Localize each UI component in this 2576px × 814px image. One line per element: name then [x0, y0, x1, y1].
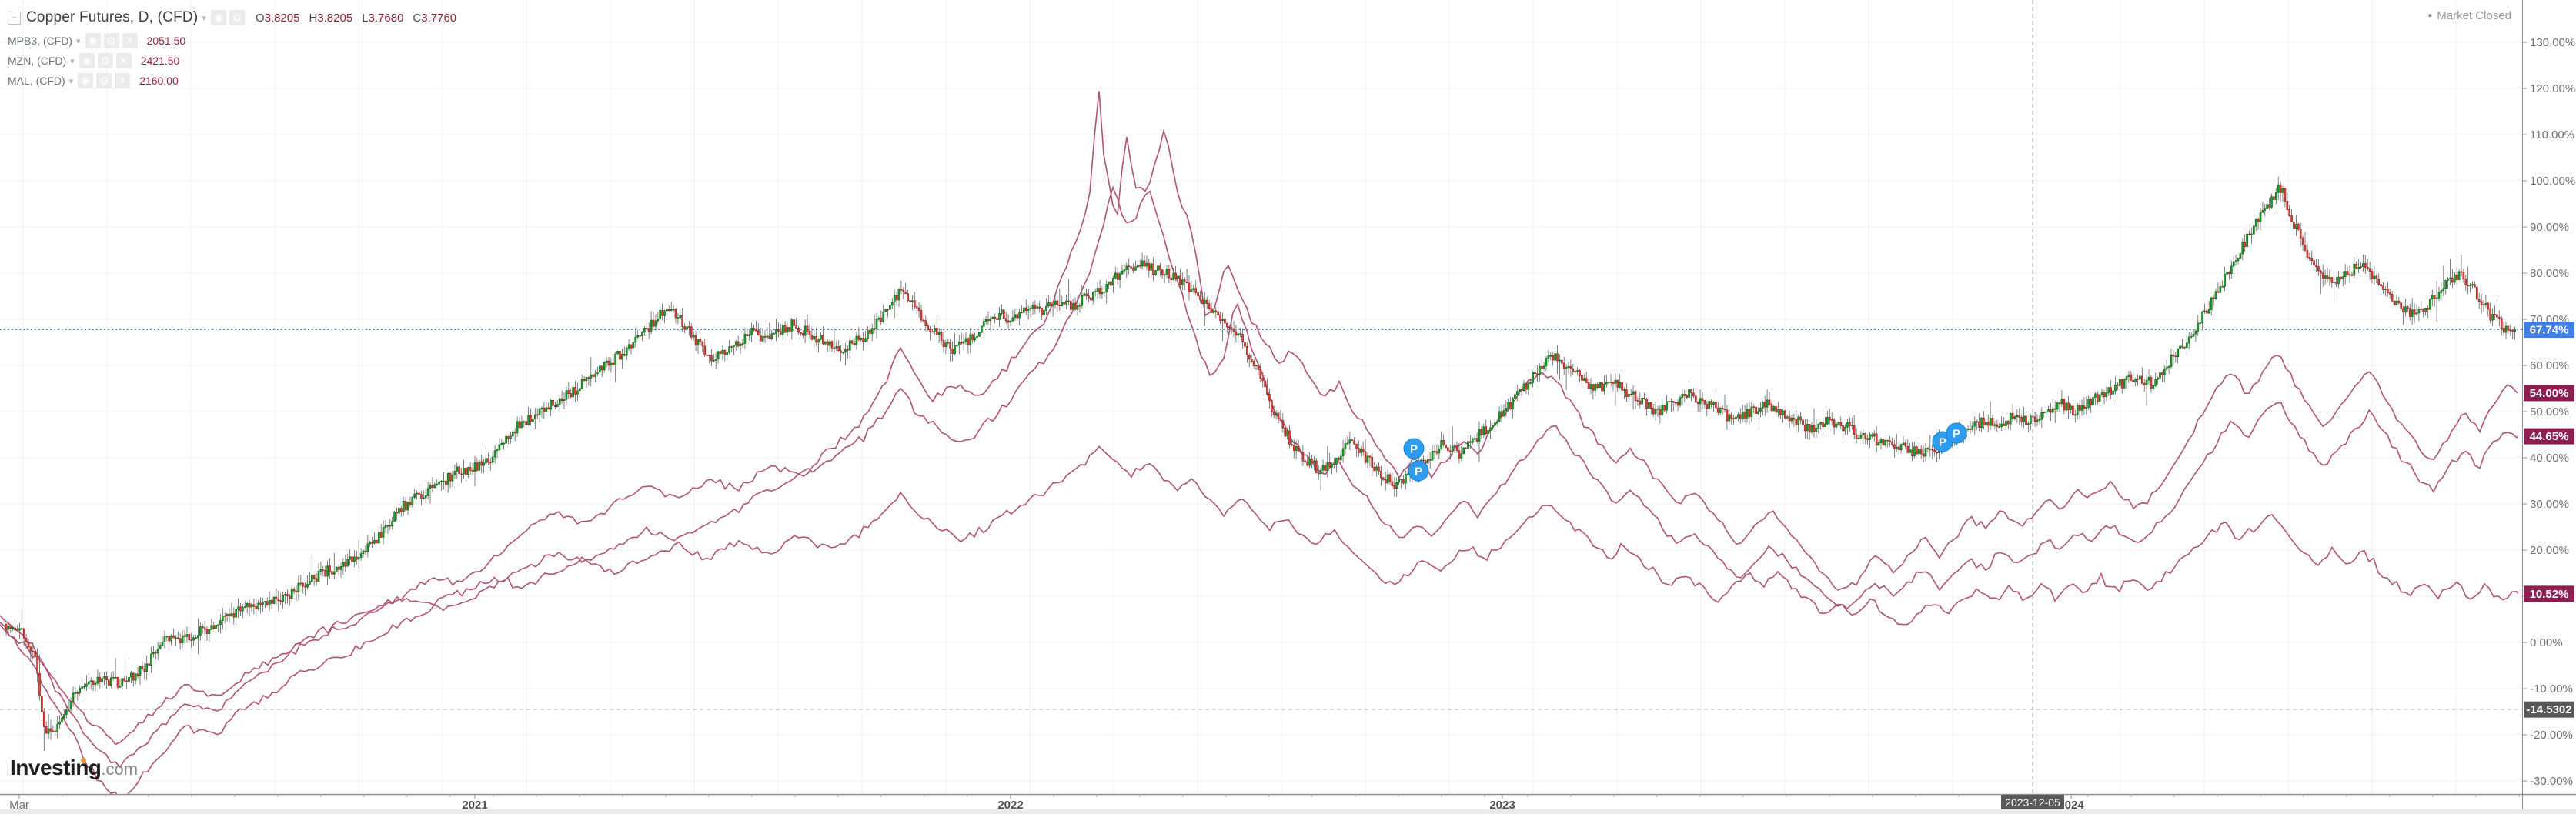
close-label: C	[413, 11, 422, 25]
compare-series-lines[interactable]	[0, 91, 2519, 801]
price-badge-54.00%: 54.00%	[2524, 385, 2574, 402]
svg-text:2021: 2021	[462, 799, 487, 812]
svg-text:90.00%: 90.00%	[2530, 221, 2569, 234]
symbol-title[interactable]: Copper Futures, D, (CFD)	[26, 9, 199, 25]
gear-icon[interactable]: ⚙	[103, 33, 119, 48]
svg-text:44.65%: 44.65%	[2530, 430, 2569, 443]
main-symbol-row: − Copper Futures, D, (CFD) ▾ ◉ ⚙ O3.8205…	[8, 5, 466, 31]
svg-text:80.00%: 80.00%	[2530, 267, 2569, 280]
gear-icon[interactable]: ⚙	[229, 10, 245, 25]
svg-text:50.00%: 50.00%	[2530, 405, 2569, 419]
logo-orange-dot	[81, 758, 86, 763]
idea-marker[interactable]: P	[1408, 460, 1429, 483]
svg-text:120.00%: 120.00%	[2530, 82, 2575, 95]
close-value: 3.7760	[421, 11, 457, 25]
svg-text:-14.5302: -14.5302	[2526, 703, 2571, 716]
svg-text:P: P	[1939, 436, 1946, 449]
svg-text:20.00%: 20.00%	[2530, 544, 2569, 557]
svg-text:-30.00%: -30.00%	[2530, 775, 2573, 788]
svg-text:P: P	[1953, 428, 1960, 441]
logo-dotcom: .com	[101, 759, 139, 779]
compare-symbol-name[interactable]: MPB3, (CFD)	[8, 35, 72, 47]
svg-text:30.00%: 30.00%	[2530, 498, 2569, 511]
chevron-down-icon[interactable]: ▾	[202, 13, 206, 23]
chart-legend: − Copper Futures, D, (CFD) ▾ ◉ ⚙ O3.8205…	[8, 5, 466, 91]
gridlines	[0, 0, 2522, 794]
gear-icon[interactable]: ⚙	[97, 53, 113, 68]
price-badge-67.74%: 67.74%	[2524, 322, 2574, 339]
compare-row-mpb3: MPB3, (CFD) ▾ ◉ ⚙ ✕ 2051.50	[8, 31, 466, 51]
high-label: H	[309, 11, 318, 25]
crosshair-date-badge: 2023-12-05	[2001, 795, 2064, 810]
legend-collapse-icon[interactable]: −	[8, 11, 21, 25]
open-label: O	[255, 11, 265, 25]
idea-marker[interactable]: P	[1946, 422, 1967, 445]
price-badge--14.5302: -14.5302	[2524, 701, 2574, 718]
svg-text:67.74%: 67.74%	[2530, 324, 2569, 337]
close-icon[interactable]: ✕	[115, 53, 132, 68]
svg-text:0.00%: 0.00%	[2530, 636, 2563, 649]
svg-text:110.00%: 110.00%	[2530, 128, 2574, 142]
line-MZN, (CFD)[interactable]	[0, 91, 2519, 769]
svg-text:130.00%: 130.00%	[2530, 36, 2575, 49]
gear-icon[interactable]: ⚙	[96, 73, 112, 88]
line-MAL, (CFD)[interactable]	[0, 185, 2519, 801]
svg-text:P: P	[1415, 465, 1422, 479]
svg-text:P: P	[1410, 443, 1418, 456]
compare-row-mzn: MZN, (CFD) ▾ ◉ ⚙ ✕ 2421.50	[8, 51, 466, 71]
svg-text:2023: 2023	[1489, 799, 1515, 812]
market-status-label: Market Closed	[2437, 9, 2511, 22]
down-candles	[5, 184, 2514, 734]
close-icon[interactable]: ✕	[115, 73, 131, 88]
compare-symbol-value: 2421.50	[140, 55, 180, 67]
svg-text:10.52%: 10.52%	[2530, 588, 2569, 601]
ohlc-values: O3.8205 H3.8205 L3.7680 C3.7760	[256, 12, 466, 25]
source-icon[interactable]: ◉	[78, 73, 94, 88]
svg-text:2023-12-05: 2023-12-05	[2005, 796, 2060, 809]
price-axis[interactable]: 130.00% 120.00% 110.00% 100.00% 90.00% 80.00%…	[2522, 36, 2575, 788]
compare-row-mal: MAL, (CFD) ▾ ◉ ⚙ ✕ 2160.00	[8, 71, 466, 91]
svg-text:100.00%: 100.00%	[2530, 175, 2575, 188]
chevron-down-icon[interactable]: ▾	[76, 36, 81, 46]
source-icon[interactable]: ◉	[79, 53, 95, 68]
compare-symbol-value: 2051.50	[146, 35, 186, 47]
investing-logo: Investing.com	[10, 756, 138, 780]
svg-text:40.00%: 40.00%	[2530, 452, 2569, 465]
price-badge-10.52%: 10.52%	[2524, 585, 2574, 602]
candlestick-series[interactable]	[5, 176, 2516, 752]
chevron-down-icon[interactable]: ▾	[68, 76, 74, 86]
close-icon[interactable]: ✕	[122, 33, 138, 48]
svg-text:60.00%: 60.00%	[2530, 359, 2569, 372]
svg-text:2022: 2022	[997, 799, 1023, 812]
compare-symbol-name[interactable]: MZN, (CFD)	[8, 55, 67, 67]
source-icon[interactable]: ◉	[85, 33, 101, 48]
market-status: ● Market Closed	[2427, 9, 2511, 22]
svg-text:-20.00%: -20.00%	[2530, 729, 2573, 742]
status-dot-icon: ●	[2427, 12, 2433, 20]
compare-symbol-name[interactable]: MAL, (CFD)	[8, 75, 65, 87]
svg-text:Mar: Mar	[9, 799, 29, 812]
logo-text: Investing	[10, 756, 102, 779]
low-label: L	[362, 11, 369, 25]
candle-wicks	[5, 176, 2515, 751]
source-icon[interactable]: ◉	[210, 10, 226, 25]
svg-text:54.00%: 54.00%	[2530, 387, 2569, 400]
line-MPB3, (CFD)[interactable]	[0, 445, 2519, 746]
bottom-scroll-strip[interactable]	[0, 809, 2576, 814]
low-value: 3.7680	[368, 11, 404, 25]
svg-text:2024: 2024	[2058, 799, 2084, 812]
idea-marker[interactable]: P	[1403, 438, 1425, 461]
svg-text:-10.00%: -10.00%	[2530, 682, 2573, 696]
high-value: 3.8205	[317, 11, 353, 25]
price-badge-44.65%: 44.65%	[2524, 428, 2574, 445]
compare-symbol-value: 2160.00	[139, 75, 179, 87]
up-candles	[7, 184, 2516, 734]
time-axis[interactable]: Mar 2021 2022 2023 2024	[9, 794, 2520, 812]
open-value: 3.8205	[264, 11, 300, 25]
chevron-down-icon[interactable]: ▾	[70, 56, 75, 66]
